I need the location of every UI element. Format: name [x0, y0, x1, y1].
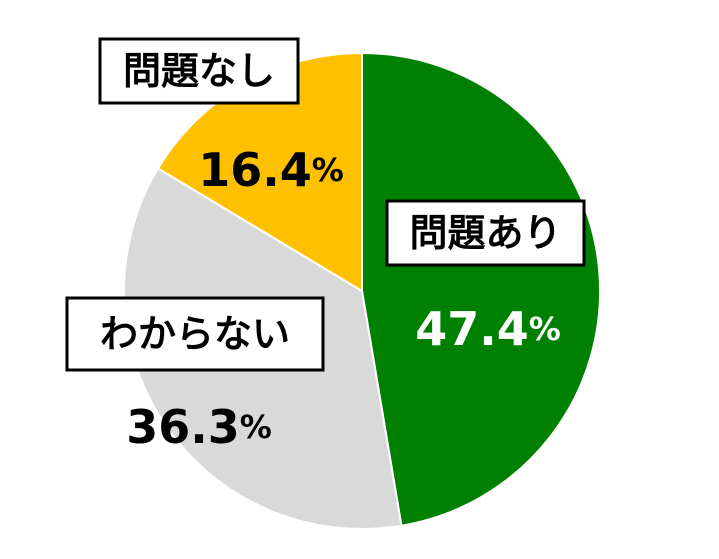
pie-labels: 問題あり 47.4% わからない 36.3% 問題なし 16.4%: [65, 37, 586, 454]
slice-label-mondai-nashi: 問題なし: [123, 49, 275, 93]
label-box-wakaranai: [65, 296, 325, 372]
slice-value-mondai-ari: 47.4%: [415, 302, 561, 356]
slice-label-mondai-ari: 問題あり: [409, 211, 561, 255]
slice-value-wakaranai: 36.3%: [126, 400, 272, 454]
slice-value-mondai-nashi: 16.4%: [198, 143, 344, 197]
pie-slices: [123, 51, 601, 531]
slice-label-wakaranai: わからない: [100, 312, 290, 356]
label-box-mondai-ari: [385, 199, 586, 267]
pie-slice-mondai-ari: [361, 51, 601, 527]
label-box-mondai-nashi: [98, 37, 300, 105]
